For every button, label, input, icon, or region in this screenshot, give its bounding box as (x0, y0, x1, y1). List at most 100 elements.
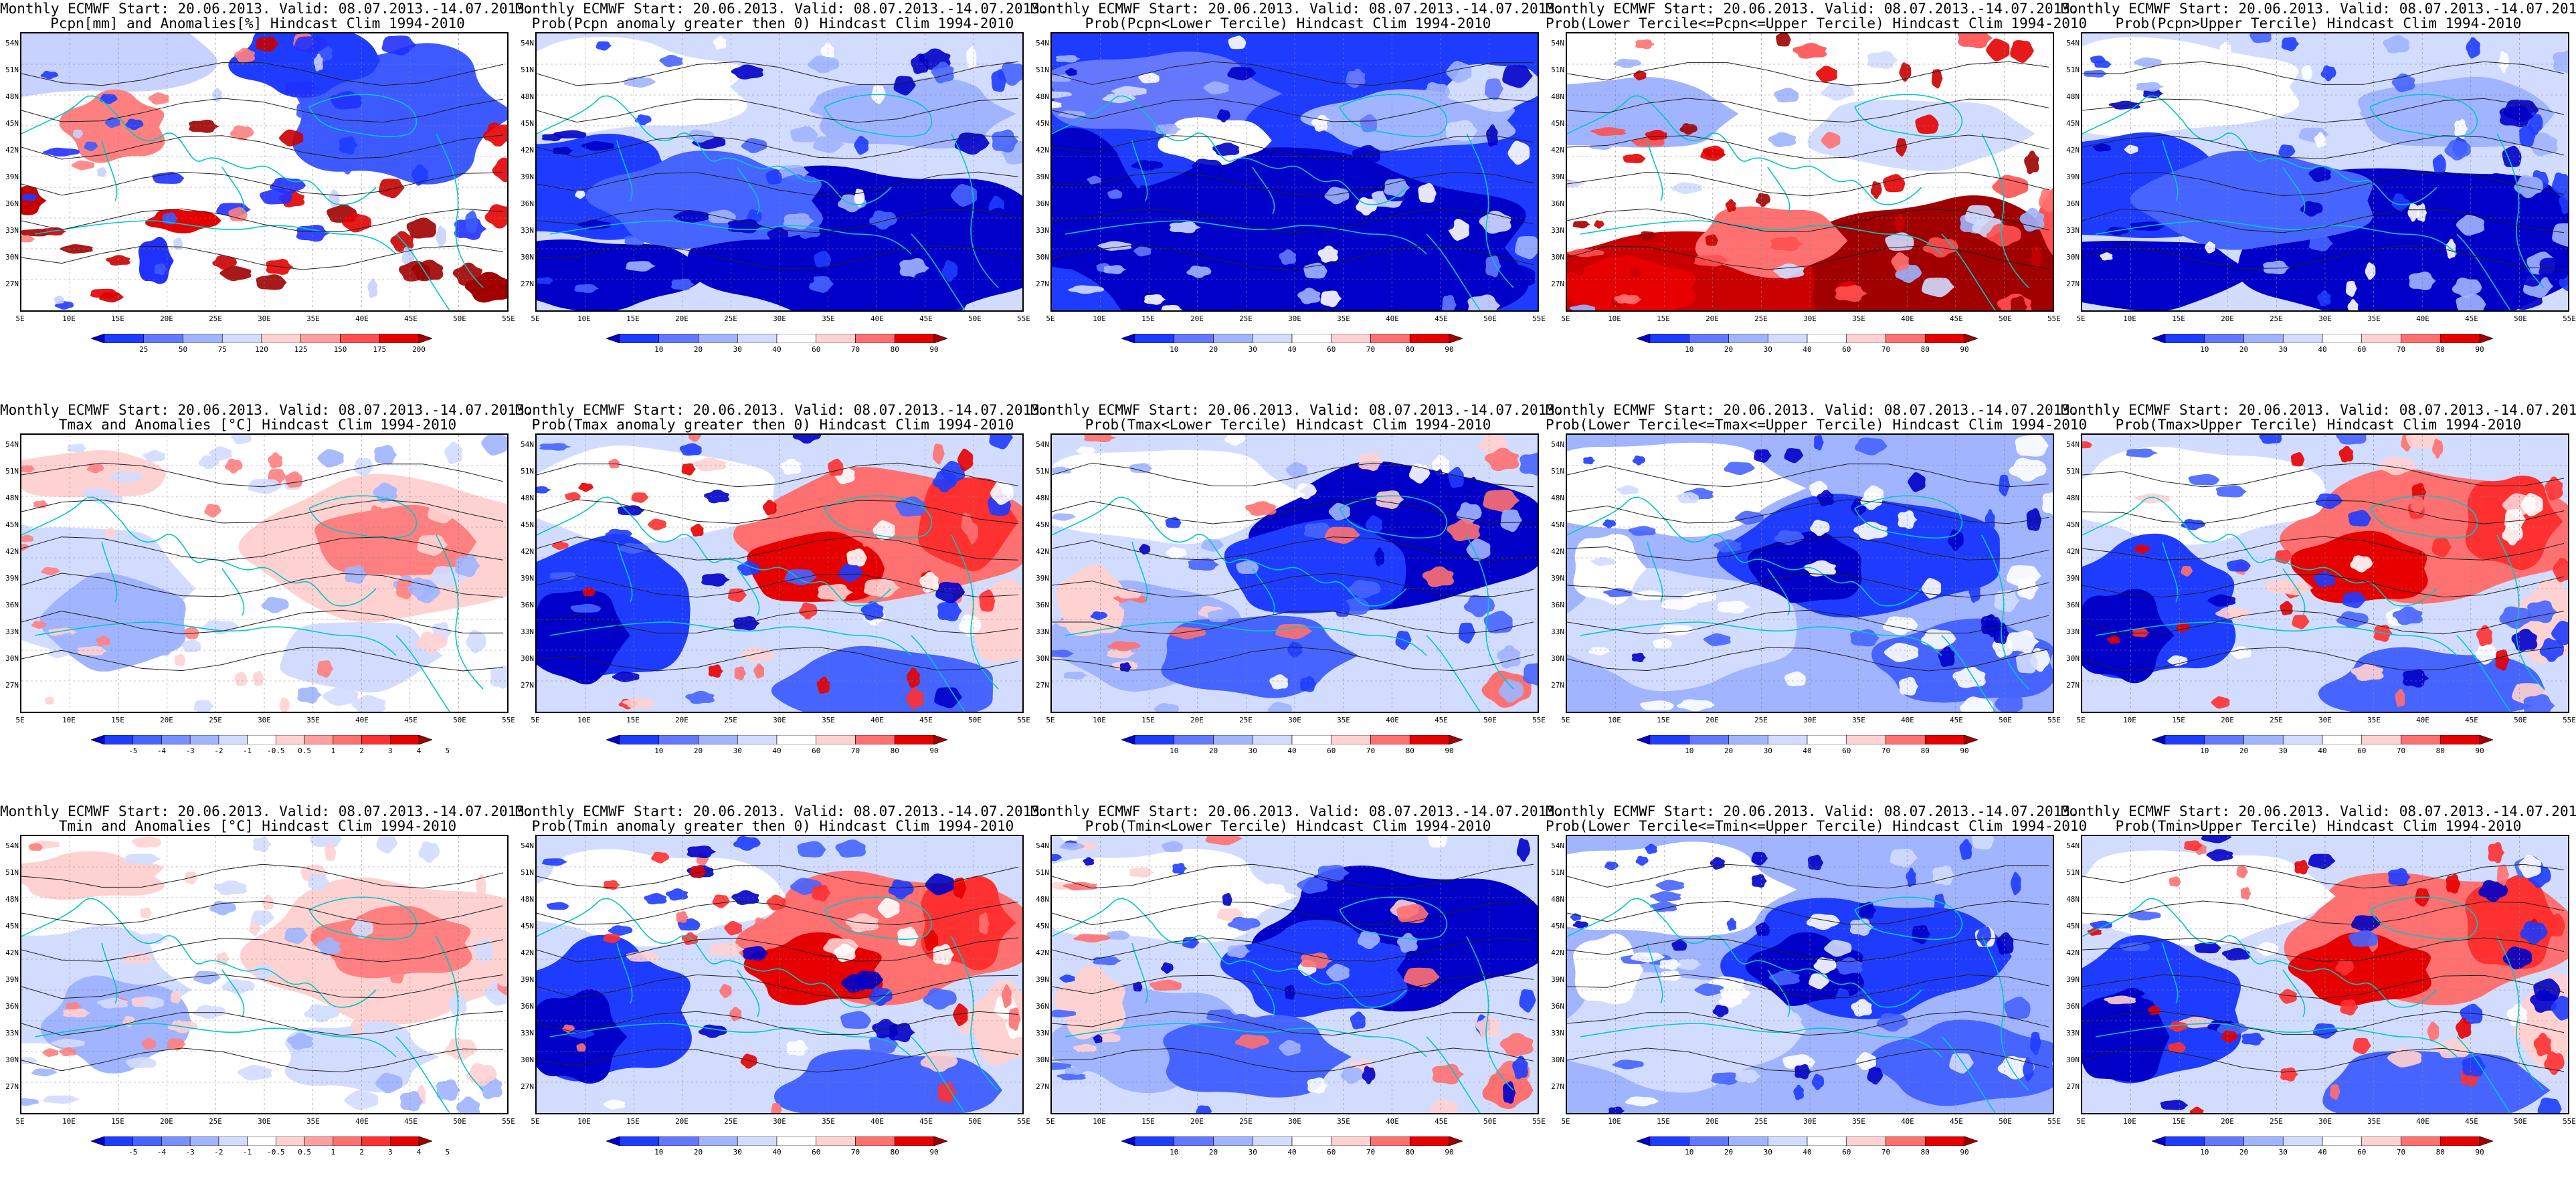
colorbar-label: 20 (2239, 1148, 2249, 1157)
colorbar-swatch (1409, 734, 1450, 745)
latitude-tick-label: 39N (1551, 574, 1564, 583)
longitude-tick-label: 25E (724, 314, 737, 323)
longitude-tick-label: 5E (531, 1117, 540, 1126)
latitude-tick-label: 48N (521, 895, 534, 904)
latitude-tick-label: 36N (2066, 199, 2080, 208)
colorbar-label: 20 (1208, 345, 1218, 354)
latitude-tick-label: 30N (2066, 1056, 2080, 1064)
colorbar-swatch (218, 1136, 248, 1146)
colorbar-label: 20 (693, 1148, 703, 1157)
colorbar-swatch (698, 1136, 738, 1146)
colorbar-swatch (247, 1136, 276, 1146)
longitude-tick-label: 35E (822, 716, 835, 724)
longitude-tick-label: 40E (355, 314, 369, 323)
colorbar-swatch (2204, 734, 2244, 745)
colorbar-label: 90 (929, 746, 939, 755)
colorbar-label: 60 (1327, 1148, 1336, 1157)
longitude-tick-label: 35E (2367, 1117, 2381, 1126)
colorbar-swatch (261, 333, 302, 344)
colorbar (90, 1136, 433, 1146)
map-field (1052, 836, 1538, 1113)
colorbar-label: 3 (387, 1148, 393, 1157)
colorbar-swatch (2204, 1136, 2244, 1146)
longitude-tick-label: 25E (724, 716, 737, 724)
colorbar-swatch (304, 734, 334, 745)
panel-title-line2: Prob(Pcpn>Upper Tercile) Hindcast Clim 1… (2115, 15, 2522, 31)
colorbar-swatch (1649, 333, 1690, 344)
map-field (2082, 836, 2568, 1113)
longitude-tick-label: 15E (111, 716, 124, 724)
longitude-tick-label: 30E (1288, 716, 1301, 724)
colorbar-label: 70 (1366, 345, 1376, 354)
colorbar-swatch (658, 1136, 699, 1146)
panel-title-line1: Monthly ECMWF Start: 20.06.2013. Valid: … (1030, 1, 1564, 17)
latitude-tick-label: 51N (1551, 868, 1564, 877)
colorbar-swatch (104, 333, 145, 344)
colorbar-label: 70 (850, 746, 860, 755)
colorbar-label: 20 (1208, 746, 1218, 755)
colorbar-label: 90 (1960, 1148, 1969, 1157)
longitude-tick-label: 45E (1950, 1117, 1963, 1126)
colorbar-swatch (300, 333, 341, 344)
colorbar-label: 1 (331, 746, 336, 755)
panel-title-line1: Monthly ECMWF Start: 20.06.2013. Valid: … (1546, 803, 2079, 819)
colorbar-swatch (1134, 1136, 1175, 1146)
latitude-tick-label: 42N (2066, 547, 2080, 556)
colorbar-label: 10 (654, 746, 664, 755)
longitude-tick-label: 25E (2270, 1117, 2283, 1126)
colorbar-swatch (1331, 734, 1371, 745)
map-field (21, 435, 507, 712)
latitude-tick-label: 27N (5, 1082, 19, 1091)
latitude-tick-label: 51N (1036, 868, 1049, 877)
colorbar-label: 10 (1170, 746, 1179, 755)
latitude-tick-label: 27N (2066, 280, 2080, 288)
colorbar-swatch (1807, 1136, 1847, 1146)
colorbar-label: 40 (1803, 1148, 1812, 1157)
longitude-tick-label: 20E (1706, 716, 1719, 724)
colorbar-label: -4 (157, 746, 167, 755)
latitude-tick-label: 45N (1036, 119, 1049, 128)
colorbar-swatch (90, 333, 105, 344)
colorbar-swatch (1409, 1136, 1450, 1146)
colorbar-label: 40 (1803, 345, 1812, 354)
colorbar-swatch (1964, 1136, 1979, 1146)
latitude-tick-label: 27N (5, 681, 19, 690)
longitude-tick-label: 45E (1435, 1117, 1448, 1126)
colorbar-swatch (1728, 734, 1768, 745)
colorbar-swatch (1370, 1136, 1410, 1146)
longitude-tick-label: 50E (1483, 314, 1497, 323)
latitude-tick-label: 30N (1036, 1056, 1049, 1064)
longitude-tick-label: 50E (968, 1117, 982, 1126)
latitude-tick-label: 45N (2066, 520, 2080, 529)
colorbar-swatch (143, 333, 183, 344)
colorbar-swatch (1331, 1136, 1371, 1146)
map-field (1567, 33, 2053, 310)
longitude-tick-label: 15E (1657, 1117, 1670, 1126)
longitude-tick-label: 50E (2514, 716, 2527, 724)
latitude-tick-label: 27N (2066, 1082, 2080, 1091)
colorbar-swatch (2479, 1136, 2494, 1146)
longitude-tick-label: 40E (870, 314, 884, 323)
colorbar-swatch (1885, 1136, 1926, 1146)
longitude-tick-label: 20E (1706, 314, 1719, 323)
latitude-tick-label: 48N (2066, 92, 2080, 101)
longitude-tick-label: 25E (1239, 716, 1253, 724)
colorbar-swatch (2322, 333, 2363, 344)
colorbar-swatch (2282, 1136, 2323, 1146)
longitude-tick-label: 50E (453, 1117, 466, 1126)
colorbar-label: 40 (1287, 746, 1297, 755)
latitude-tick-label: 33N (1036, 226, 1049, 235)
longitude-tick-label: 30E (1803, 1117, 1817, 1126)
longitude-tick-label: 50E (968, 314, 982, 323)
latitude-tick-label: 39N (1551, 975, 1564, 984)
colorbar-label: 70 (1366, 1148, 1376, 1157)
colorbar-labels: 10 20 30 40 60 70 80 90 (606, 746, 947, 756)
map-panel: Monthly ECMWF Start: 20.06.2013. Valid: … (0, 0, 533, 401)
colorbar-label: 70 (850, 1148, 860, 1157)
longitude-tick-label: 5E (1046, 314, 1055, 323)
colorbar-label: 10 (1685, 746, 1694, 755)
latitude-tick-label: 27N (1551, 681, 1564, 690)
colorbar-label: 90 (929, 1148, 939, 1157)
longitude-tick-label: 10E (62, 314, 76, 323)
colorbar-swatch (189, 1136, 219, 1146)
